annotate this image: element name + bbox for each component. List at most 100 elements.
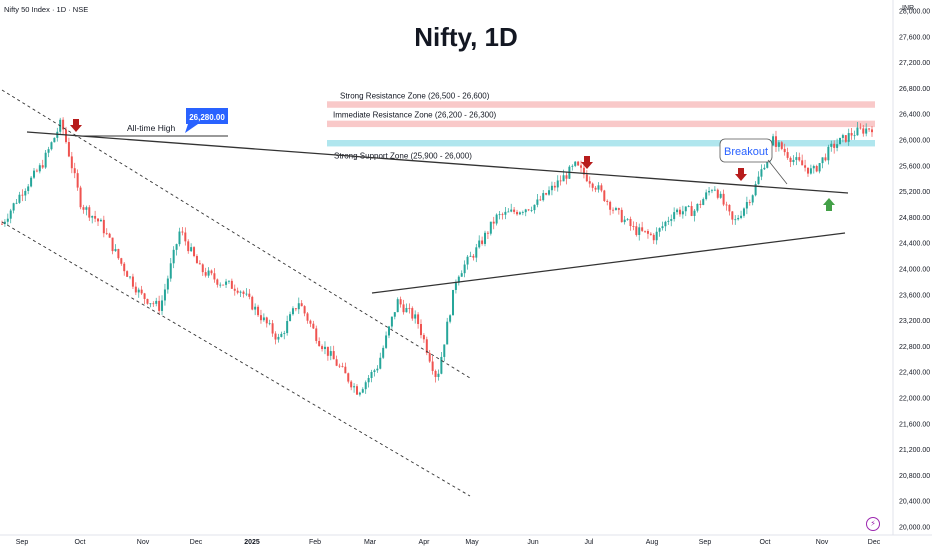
candle-body (646, 231, 649, 234)
candle-body (280, 333, 283, 337)
candle-body (190, 247, 193, 252)
nov-up-arrow (823, 198, 835, 211)
candle-body (710, 190, 713, 192)
x-tick-label: Sep (699, 539, 712, 546)
strong-support-label: Strong Support Zone (25,900 - 26,000) (334, 151, 472, 160)
y-tick-label: 23,600.00 (899, 292, 930, 299)
candle-body (300, 303, 303, 307)
candle-body (484, 232, 487, 244)
candle-body (463, 264, 466, 274)
candle-body (742, 208, 745, 216)
candle-body (114, 249, 117, 252)
candle-body (475, 247, 478, 258)
candle-body (443, 344, 446, 357)
y-tick-label: 20,400.00 (899, 499, 930, 506)
candle-body (635, 226, 638, 235)
candle-body (6, 218, 9, 222)
candle-body (841, 135, 844, 138)
lightning-icon[interactable]: ⚡ (866, 517, 880, 531)
candle-body (504, 211, 507, 215)
x-tick-label: May (465, 539, 479, 546)
candle-body (425, 339, 428, 353)
candle-body (236, 290, 239, 293)
candle-body (163, 289, 166, 301)
candle-body (155, 300, 158, 304)
candle-body (693, 210, 696, 216)
x-tick-label: Jun (527, 539, 538, 546)
candle-body (542, 193, 545, 201)
candle-body (102, 219, 105, 234)
candle-body (41, 165, 44, 168)
candle-body (169, 263, 172, 279)
candle-body (652, 234, 655, 241)
candle-body (79, 187, 82, 208)
strong-support-zone (327, 140, 875, 147)
candle-body (492, 221, 495, 224)
channel-upper-line (1, 89, 471, 379)
candle-body (760, 169, 763, 177)
candle-body (580, 165, 583, 168)
x-tick-label: Mar (364, 539, 377, 546)
candle-body (641, 227, 644, 231)
candle-body (123, 263, 126, 272)
candle-body (3, 221, 6, 224)
candle-body (585, 174, 588, 182)
candle-body (137, 289, 140, 293)
candle-body (553, 185, 556, 188)
candle-body (303, 306, 306, 314)
candle-body (603, 190, 606, 201)
candle-body (161, 300, 164, 311)
candle-body (600, 185, 603, 191)
candle-body (588, 181, 591, 184)
candle-body (478, 240, 481, 248)
candle-body (326, 346, 329, 356)
candle-body (35, 170, 38, 172)
x-tick-label: Nov (816, 539, 829, 546)
candle-body (582, 167, 585, 175)
candle-body (754, 184, 757, 196)
candle-body (801, 160, 804, 166)
candle-body (341, 366, 344, 368)
candle-body (323, 346, 326, 350)
candle-body (434, 370, 437, 377)
candle-body (105, 233, 108, 235)
chart-symbol-header: Nifty 50 Index · 1D · NSE (4, 5, 89, 14)
candle-body (175, 244, 178, 250)
candle-body (94, 215, 97, 219)
candle-body (833, 143, 836, 148)
candle-body (422, 335, 425, 340)
candle-body (108, 233, 111, 238)
candle-body (387, 326, 390, 336)
candle-body (399, 299, 402, 305)
candle-body (390, 316, 393, 327)
candle-body (318, 340, 321, 347)
candle-body (452, 289, 455, 316)
breakout-label: Breakout (724, 146, 768, 158)
candle-body (265, 317, 268, 324)
candle-body (745, 202, 748, 209)
candle-body (440, 356, 443, 374)
candle-body (667, 220, 670, 222)
candle-body (213, 273, 216, 280)
immediate-resistance-label: Immediate Resistance Zone (26,200 - 26,3… (333, 111, 497, 120)
candle-body (550, 185, 553, 191)
candle-body (684, 206, 687, 212)
candle-body (289, 314, 292, 322)
candle-body (591, 183, 594, 188)
candle-body (85, 207, 88, 210)
candle-body (254, 306, 257, 310)
candle-body (469, 255, 472, 257)
candle-body (53, 137, 56, 143)
candle-body (411, 308, 414, 319)
candle-body (219, 284, 222, 286)
candle-body (548, 190, 551, 195)
all-time-high-label: All-time High (127, 123, 175, 133)
candle-body (73, 168, 76, 174)
candle-body (361, 389, 364, 393)
candle-body (545, 193, 548, 195)
candle-body (353, 386, 356, 388)
candle-body (859, 127, 862, 129)
candle-body (143, 293, 146, 299)
candle-body (82, 207, 85, 210)
